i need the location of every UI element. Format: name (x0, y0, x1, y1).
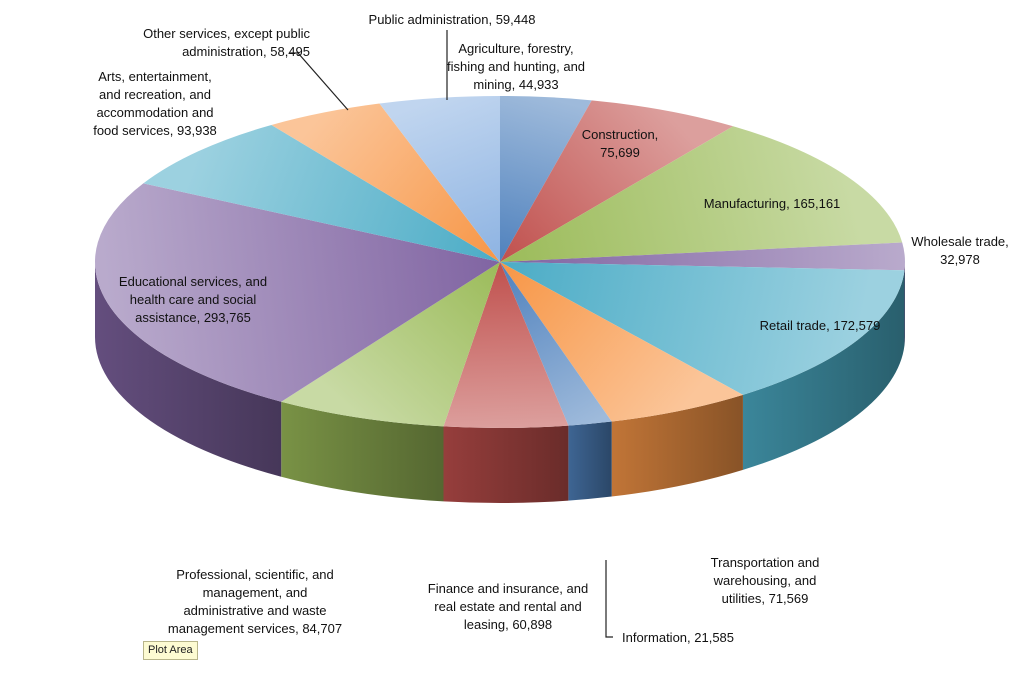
slice-side-8 (281, 401, 444, 502)
leader-line-other-services (290, 52, 349, 111)
slice-label-arts: Arts, entertainment, and recreation, and… (93, 69, 217, 138)
slice-top-9 (94, 183, 500, 402)
slice-label-agriculture: Agriculture, forestry, fishing and hunti… (446, 41, 586, 92)
slice-top-2 (500, 126, 903, 262)
slice-top-8 (281, 262, 500, 427)
slice-label-manufacturing: Manufacturing, 165,161 (703, 196, 841, 211)
slice-top-12 (379, 96, 500, 262)
slice-top-1 (500, 100, 734, 262)
slice-label-retail-trade: Retail trade, 172,579 (759, 318, 881, 333)
slice-side-4 (742, 270, 905, 470)
slice-top-7 (443, 262, 569, 428)
slice-side-5 (611, 394, 743, 497)
slice-side-7 (443, 425, 569, 503)
slice-side-9 (95, 262, 282, 477)
slice-side-3 (904, 262, 905, 346)
slice-top-11 (271, 103, 500, 262)
plot-area-tooltip: Plot Area (143, 641, 198, 660)
slice-label-transportation: Transportation and warehousing, and util… (710, 555, 820, 606)
slice-top-4 (500, 262, 905, 395)
slice-label-wholesale-trade: Wholesale trade, 32,978 (911, 234, 1009, 267)
leader-line-information (605, 560, 613, 638)
slice-label-information: Information, 21,585 (622, 630, 735, 645)
pie-side-walls (95, 262, 905, 503)
slice-side-6 (568, 421, 612, 501)
slice-label-other-services: Other services, except public administra… (143, 26, 310, 59)
slice-label-public-administration: Public administration, 59,448 (368, 12, 536, 27)
slice-label-finance: Finance and insurance, and real estate a… (427, 581, 589, 632)
slice-top-3 (500, 242, 905, 271)
slice-label-construction: Construction, 75,699 (581, 127, 659, 160)
slice-top-10 (143, 124, 500, 262)
slice-label-educational: Educational services, and health care an… (118, 274, 268, 325)
pie-top-faces (94, 96, 905, 428)
slice-top-6 (500, 262, 612, 426)
slice-top-0 (500, 96, 592, 262)
slice-label-professional: Professional, scientific, and management… (167, 567, 343, 636)
slice-top-5 (500, 262, 743, 422)
